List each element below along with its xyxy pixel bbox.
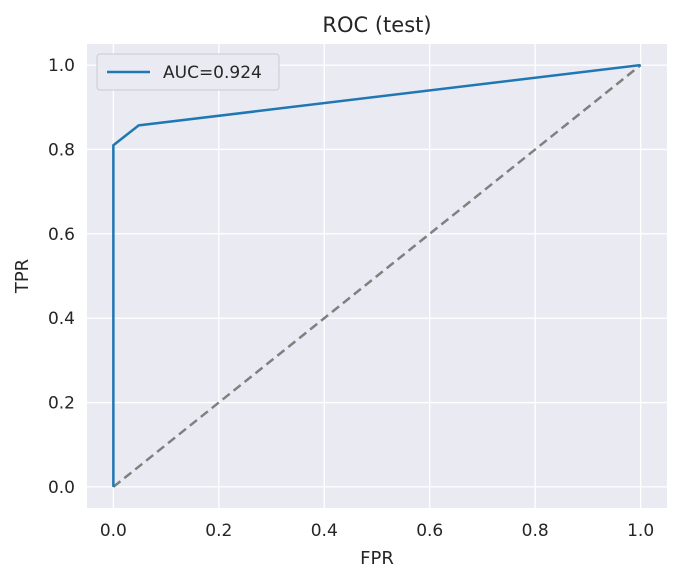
y-tick-label: 1.0: [48, 56, 75, 76]
y-axis-label: TPR: [12, 259, 33, 294]
x-tick-label: 1.0: [627, 521, 654, 541]
x-tick-labels: 0.0 0.2 0.4 0.6 0.8 1.0: [100, 521, 654, 541]
series-layer: [112, 63, 642, 488]
y-tick-label: 0.4: [48, 309, 75, 329]
y-tick-label: 0.0: [48, 478, 75, 498]
legend: AUC=0.924: [96, 53, 280, 91]
chance-diagonal-line: [112, 64, 642, 488]
roc-curve-line: [112, 63, 641, 487]
y-tick-label: 0.6: [48, 225, 75, 245]
legend-box: [96, 53, 280, 91]
y-tick-labels: 0.0 0.2 0.4 0.6 0.8 1.0: [48, 56, 75, 498]
x-axis-label: FPR: [360, 548, 394, 569]
x-tick-label: 0.8: [522, 521, 549, 541]
y-tick-label: 0.2: [48, 394, 75, 414]
x-tick-label: 0.6: [416, 521, 443, 541]
y-tick-label: 0.8: [48, 140, 75, 160]
chart-title: ROC (test): [322, 13, 431, 37]
x-tick-label: 0.0: [100, 521, 127, 541]
x-tick-label: 0.2: [205, 521, 232, 541]
x-tick-label: 0.4: [311, 521, 338, 541]
grid-lines: [87, 44, 667, 508]
legend-label: AUC=0.924: [163, 63, 262, 83]
